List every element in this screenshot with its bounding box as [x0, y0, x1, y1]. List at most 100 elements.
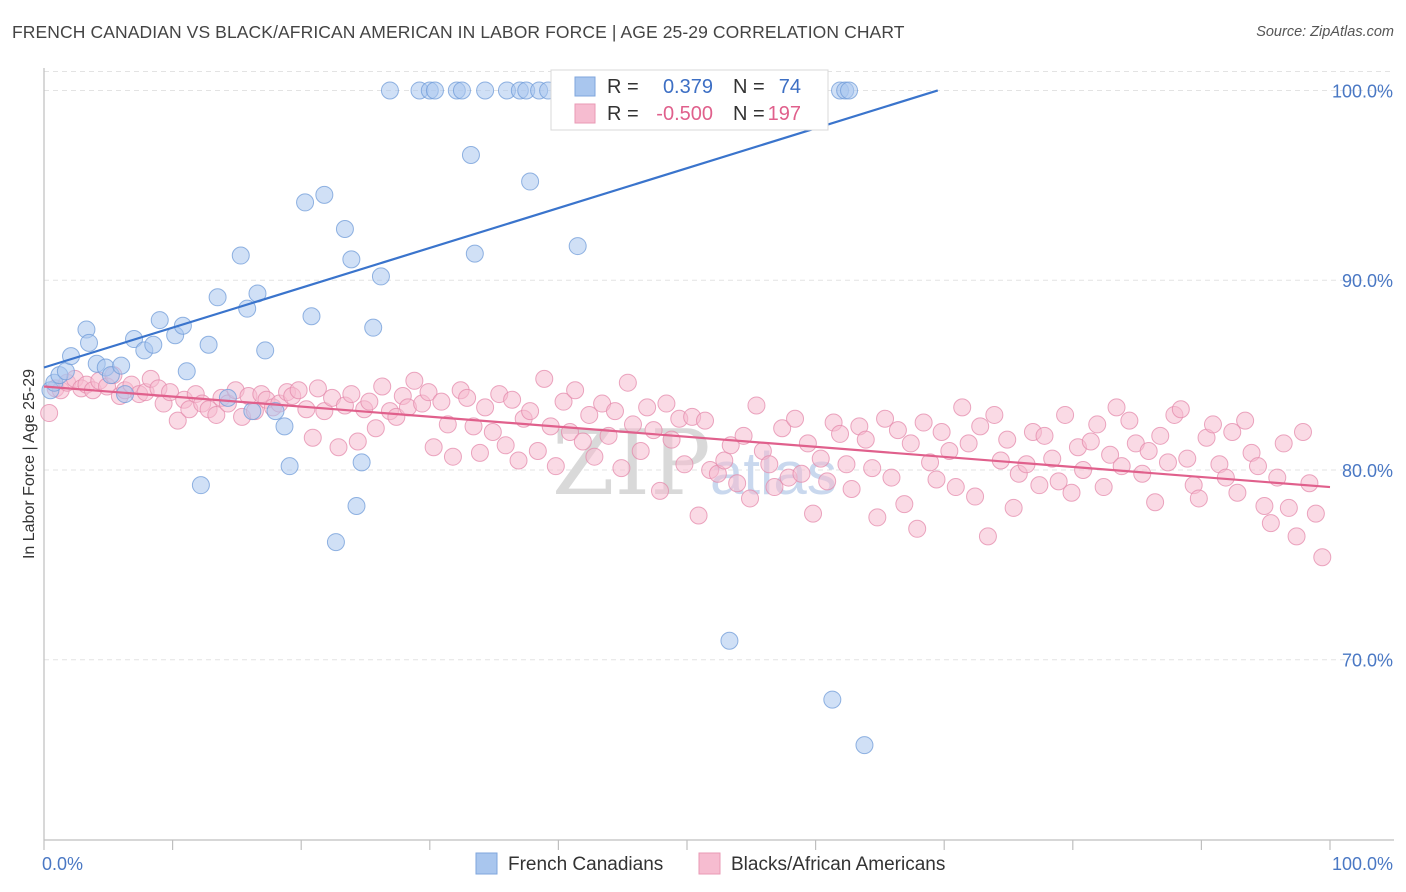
blue-point-47: [461, 145, 480, 164]
chart-source: Source: ZipAtlas.com: [1256, 24, 1394, 40]
blue-point-22: [218, 388, 237, 407]
blue-point-14: [144, 335, 163, 354]
pink-point-185: [1228, 483, 1247, 502]
pink-point-109: [741, 489, 760, 508]
bottom-legend-swatch-pink: [698, 852, 721, 875]
y-tick-label-1: 80.0%: [1342, 461, 1393, 481]
pink-point-159: [1062, 483, 1081, 502]
pink-point-116: [786, 409, 805, 428]
blue-point-27: [256, 341, 275, 360]
y-tick-label-3: 100.0%: [1332, 81, 1393, 101]
pink-point-120: [811, 449, 830, 468]
pink-point-20: [168, 411, 187, 430]
pink-point-105: [715, 451, 734, 470]
axes: [43, 68, 1394, 850]
pink-point-26: [207, 405, 226, 424]
pink-point-158: [1056, 405, 1075, 424]
blue-point-53: [521, 172, 540, 191]
pink-point-190: [1261, 514, 1280, 533]
blue-point-33: [315, 185, 334, 204]
pink-point-107: [728, 474, 747, 493]
pink-point-131: [882, 468, 901, 487]
pink-point-117: [792, 464, 811, 483]
pink-point-65: [458, 388, 477, 407]
pink-point-196: [1300, 474, 1319, 493]
blue-point-32: [302, 307, 321, 326]
pink-point-91: [623, 415, 642, 434]
pink-point-141: [946, 478, 965, 497]
pink-point-99: [675, 455, 694, 474]
blue-point-3: [56, 362, 75, 381]
pink-point-68: [476, 398, 495, 417]
pink-point-154: [1030, 476, 1049, 495]
blue-point-74: [855, 736, 874, 755]
pink-point-114: [773, 419, 792, 438]
pink-point-164: [1094, 478, 1113, 497]
pink-point-85: [585, 447, 604, 466]
blue-point-17: [173, 316, 192, 335]
blue-point-28: [266, 402, 285, 421]
pink-point-142: [953, 398, 972, 417]
blue-point-30: [280, 457, 299, 476]
pink-point-166: [1107, 398, 1126, 417]
pink-point-161: [1074, 460, 1093, 479]
pink-point-73: [509, 451, 528, 470]
pink-point-97: [662, 430, 681, 449]
pink-point-84: [580, 405, 599, 424]
pink-point-112: [760, 455, 779, 474]
pink-point-179: [1189, 489, 1208, 508]
pink-point-47: [342, 385, 361, 404]
blue-point-37: [347, 497, 366, 516]
blue-point-34: [326, 533, 345, 552]
blue-point-49: [476, 81, 495, 100]
blue-point-31: [296, 193, 315, 212]
pink-point-59: [419, 383, 438, 402]
legend-r-label-blue: R =: [607, 76, 639, 98]
pink-point-69: [483, 423, 502, 442]
pink-point-127: [856, 430, 875, 449]
pink-point-156: [1043, 449, 1062, 468]
pink-point-138: [927, 470, 946, 489]
blue-point-35: [335, 219, 354, 238]
pink-point-71: [496, 436, 515, 455]
pink-point-51: [366, 419, 385, 438]
pink-point-139: [932, 423, 951, 442]
pink-point-130: [876, 409, 895, 428]
blue-point-70: [823, 690, 842, 709]
pink-point-150: [1004, 498, 1023, 517]
pink-point-54: [387, 407, 406, 426]
blue-point-25: [243, 402, 262, 421]
blue-point-58: [568, 237, 587, 256]
pink-point-195: [1293, 423, 1312, 442]
pink-point-149: [998, 430, 1017, 449]
pink-point-88: [605, 402, 624, 421]
pink-point-163: [1088, 415, 1107, 434]
pink-point-77: [535, 369, 554, 388]
pink-point-186: [1236, 411, 1255, 430]
bottom-legend-label-pink: Blacks/African Americans: [731, 854, 945, 875]
blue-point-20: [199, 335, 218, 354]
blue-point-23: [231, 246, 250, 265]
pink-point-42: [308, 379, 327, 398]
pink-point-168: [1120, 411, 1139, 430]
blue-point-41: [380, 81, 399, 100]
blue-point-36: [342, 250, 361, 269]
blue-point-19: [191, 476, 210, 495]
blue-point-73: [840, 81, 859, 100]
chart-title: FRENCH CANADIAN VS BLACK/AFRICAN AMERICA…: [12, 22, 905, 42]
pink-point-124: [837, 455, 856, 474]
pink-point-134: [901, 434, 920, 453]
pink-point-80: [554, 392, 573, 411]
pink-point-72: [503, 390, 522, 409]
blue-point-39: [364, 318, 383, 337]
pink-point-79: [546, 457, 565, 476]
pink-point-189: [1255, 497, 1274, 516]
x-tick-label-1: 100.0%: [1332, 854, 1393, 874]
blue-point-40: [371, 267, 390, 286]
pink-point-135: [908, 519, 927, 538]
pink-point-90: [618, 373, 637, 392]
pink-point-144: [966, 487, 985, 506]
pink-point-165: [1101, 445, 1120, 464]
pink-point-52: [373, 377, 392, 396]
tick-labels: 70.0% 80.0% 90.0% 100.0% 0.0% 100.0%: [42, 81, 1393, 874]
